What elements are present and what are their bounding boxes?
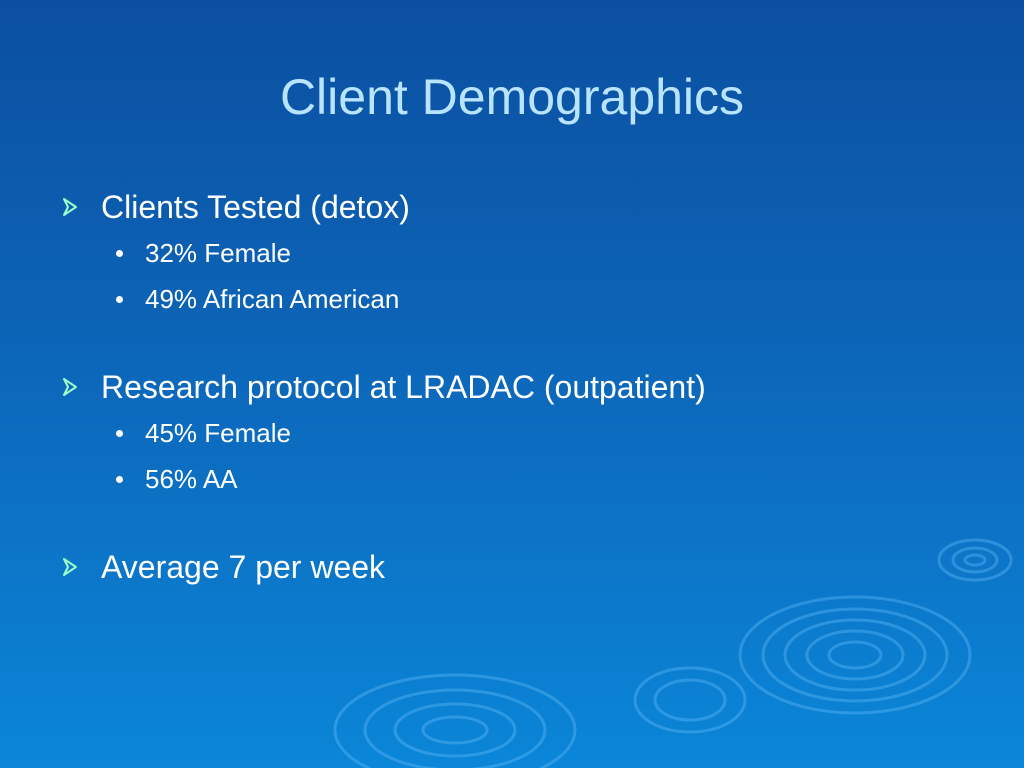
dot [116, 250, 123, 257]
bullet-list: Clients Tested (detox) 32% Female 49% Afri… [62, 184, 1002, 632]
sub-bullet: 56% AA [62, 456, 1002, 502]
sub-bullet-text: 56% AA [145, 464, 238, 494]
bullet-group: Research protocol at LRADAC (outpatient)… [62, 364, 1002, 502]
bullet-text: Clients Tested (detox) [101, 189, 410, 225]
bullet-text: Research protocol at LRADAC (outpatient) [101, 369, 706, 405]
slide-title: Client Demographics [279, 69, 745, 125]
bullet-group: Clients Tested (detox) 32% Female 49% Afri… [62, 184, 1002, 322]
dot [116, 476, 123, 483]
bullet: Clients Tested (detox) [62, 184, 1002, 230]
bullet-group: Average 7 per week [62, 544, 1002, 590]
sub-bullet-text: 32% Female [145, 238, 291, 268]
bullet: Average 7 per week [62, 544, 1002, 590]
sub-bullet-text: 49% African American [145, 284, 400, 314]
sub-bullet: 49% African American [62, 276, 1002, 322]
arrow-bullet [63, 558, 77, 576]
arrow-bullet [63, 198, 77, 216]
arrow-bullet [63, 378, 77, 396]
sub-bullet: 45% Female [62, 410, 1002, 456]
bullet-text: Average 7 per week [101, 549, 386, 585]
dot [116, 430, 123, 437]
sub-bullet-text: 45% Female [145, 418, 291, 448]
sub-bullet: 32% Female [62, 230, 1002, 276]
bullet: Research protocol at LRADAC (outpatient) [62, 364, 1002, 410]
dot [116, 296, 123, 303]
